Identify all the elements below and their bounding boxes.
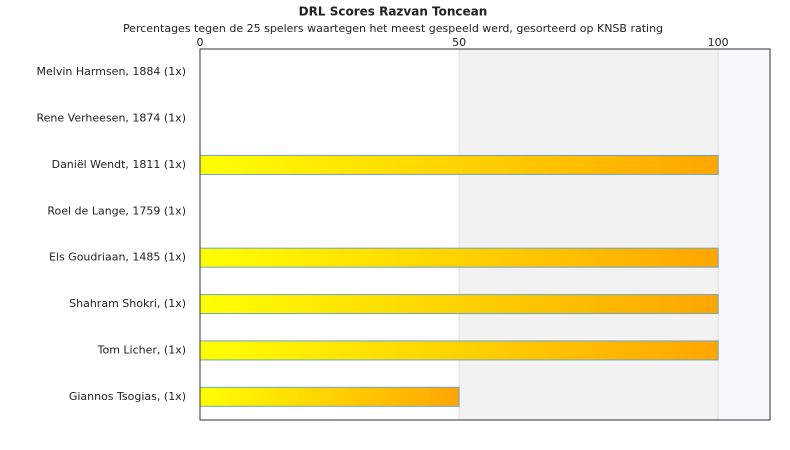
y-tick-label: Melvin Harmsen, 1884 (1x)	[37, 65, 186, 78]
bar	[199, 340, 719, 361]
bar	[199, 386, 460, 407]
bar	[199, 154, 719, 175]
plot-frame	[199, 48, 771, 421]
y-tick-label: Giannos Tsogias, (1x)	[69, 390, 186, 403]
bar	[199, 294, 719, 315]
plot-band	[459, 49, 719, 420]
plot-band	[200, 49, 460, 420]
y-tick-label: Roel de Lange, 1759 (1x)	[47, 204, 186, 217]
x-tick-label: 100	[708, 36, 729, 49]
y-tick-label: Els Goudriaan, 1485 (1x)	[49, 251, 186, 264]
y-tick-label: Tom Licher, (1x)	[97, 343, 186, 356]
bar	[199, 247, 719, 268]
y-tick-label: Shahram Shokri, (1x)	[69, 297, 186, 310]
x-tick-label: 0	[197, 36, 204, 49]
x-tick-label: 50	[452, 36, 466, 49]
y-tick-label: Daniël Wendt, 1811 (1x)	[52, 158, 186, 171]
chart-title: DRL Scores Razvan Toncean	[299, 5, 488, 19]
plot-band	[718, 49, 770, 420]
y-tick-label: Rene Verheesen, 1874 (1x)	[37, 112, 186, 125]
chart-subtitle: Percentages tegen de 25 spelers waartege…	[123, 22, 663, 35]
